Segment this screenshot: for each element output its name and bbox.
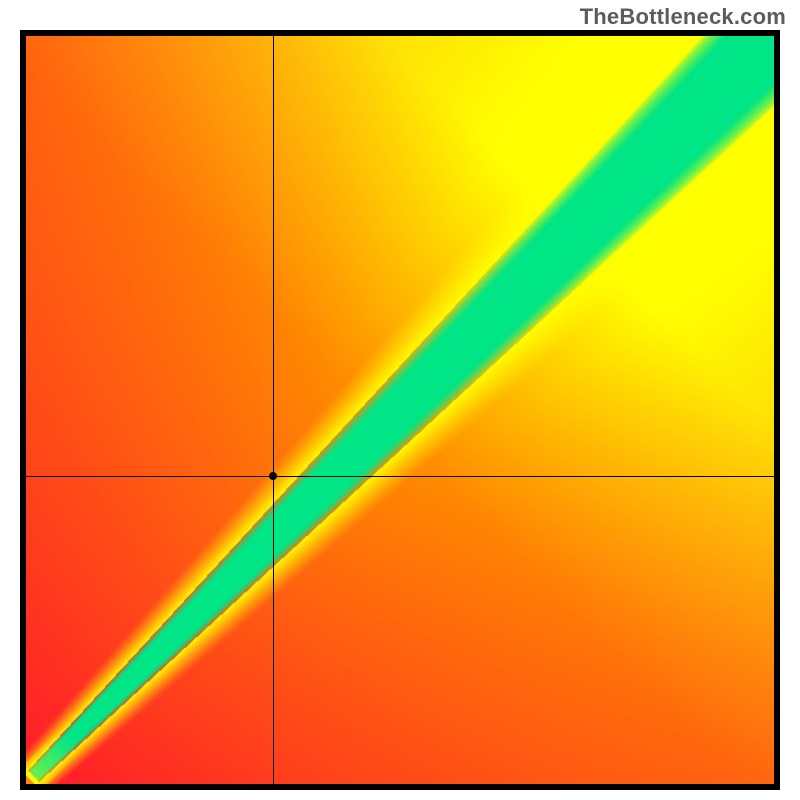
heatmap-canvas: [26, 36, 774, 784]
crosshair-marker-dot: [269, 472, 277, 480]
chart-container: TheBottleneck.com: [0, 0, 800, 800]
watermark-text: TheBottleneck.com: [580, 4, 786, 30]
crosshair-vertical: [273, 36, 274, 784]
crosshair-horizontal: [26, 476, 774, 477]
plot-area: [26, 36, 774, 784]
plot-border: [20, 30, 780, 790]
